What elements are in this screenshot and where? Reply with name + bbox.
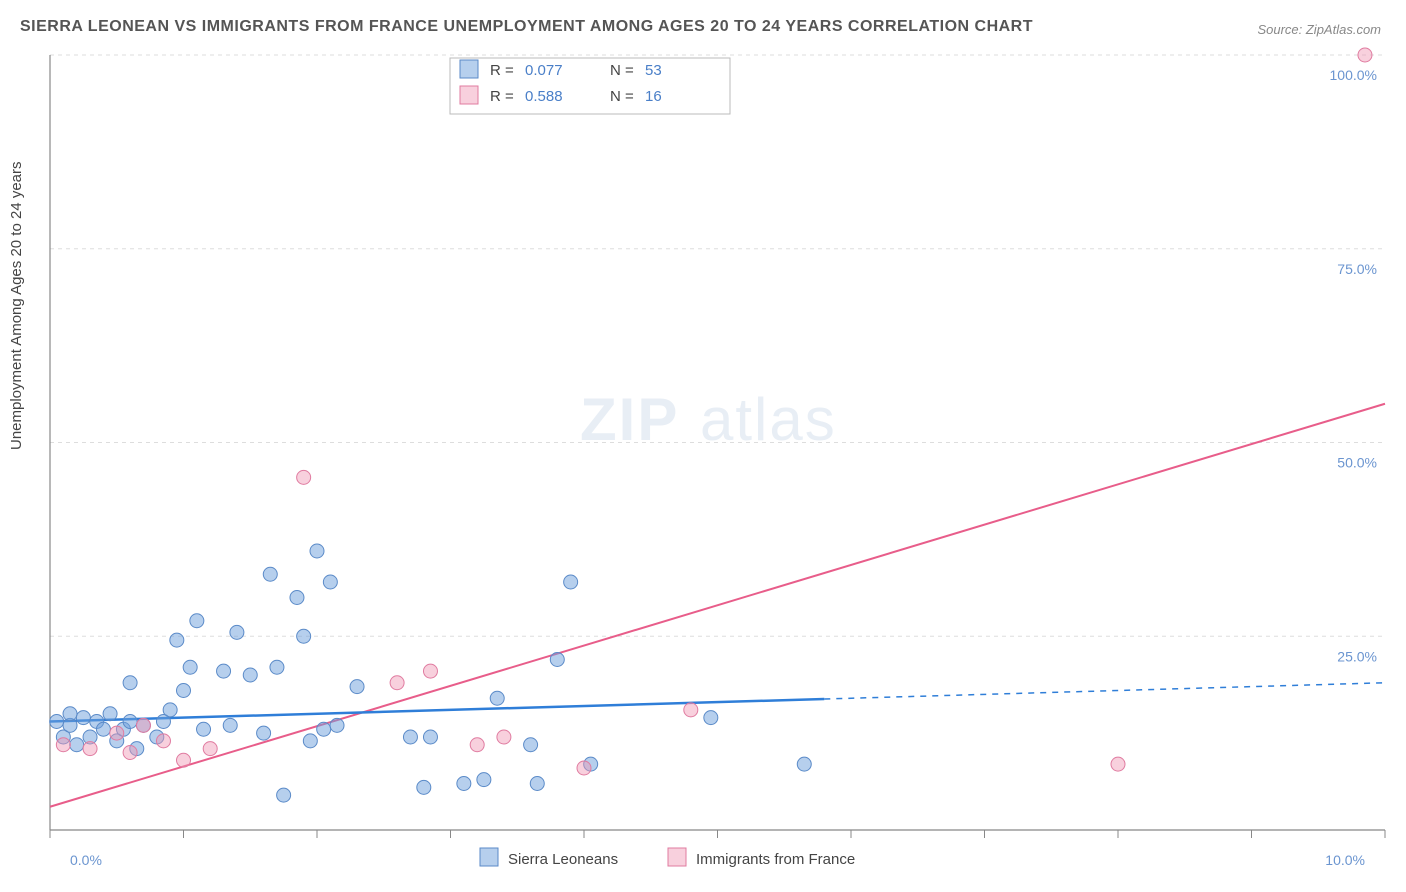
data-point-blue — [163, 703, 177, 717]
data-point-blue — [530, 777, 544, 791]
data-point-blue — [417, 780, 431, 794]
legend-n-label: N = — [610, 62, 634, 79]
data-point-blue — [230, 625, 244, 639]
legend-n-label: N = — [610, 88, 634, 105]
data-point-blue — [704, 711, 718, 725]
data-point-blue — [797, 757, 811, 771]
x-tick-label: 0.0% — [70, 852, 102, 868]
data-point-blue — [50, 715, 64, 729]
data-point-pink — [110, 726, 124, 740]
data-point-blue — [96, 722, 110, 736]
data-point-blue — [197, 722, 211, 736]
data-point-blue — [223, 718, 237, 732]
legend-r-label: R = — [490, 88, 514, 105]
data-point-pink — [136, 718, 150, 732]
y-tick-label: 25.0% — [1337, 648, 1377, 664]
data-point-pink — [56, 738, 70, 752]
data-point-blue — [170, 633, 184, 647]
bottom-legend-swatch — [480, 848, 498, 866]
x-tick-label: 10.0% — [1325, 852, 1365, 868]
data-point-blue — [350, 680, 364, 694]
data-point-blue — [290, 591, 304, 605]
data-point-pink — [1111, 757, 1125, 771]
data-point-blue — [550, 653, 564, 667]
data-point-pink — [1358, 48, 1372, 62]
data-point-pink — [123, 746, 137, 760]
legend-n-value: 53 — [645, 62, 662, 79]
data-point-blue — [76, 711, 90, 725]
data-point-pink — [470, 738, 484, 752]
legend-swatch — [460, 60, 478, 78]
data-point-blue — [123, 715, 137, 729]
trend-line-pink — [50, 404, 1385, 807]
data-point-blue — [257, 726, 271, 740]
data-point-pink — [497, 730, 511, 744]
y-tick-label: 100.0% — [1330, 67, 1377, 83]
data-point-blue — [457, 777, 471, 791]
data-point-blue — [423, 730, 437, 744]
data-point-blue — [317, 722, 331, 736]
y-tick-label: 50.0% — [1337, 455, 1377, 471]
data-point-blue — [564, 575, 578, 589]
data-point-blue — [70, 738, 84, 752]
data-point-blue — [524, 738, 538, 752]
data-point-blue — [270, 660, 284, 674]
data-point-blue — [243, 668, 257, 682]
legend-r-value: 0.588 — [525, 88, 563, 105]
data-point-blue — [263, 567, 277, 581]
y-tick-label: 75.0% — [1337, 261, 1377, 277]
data-point-pink — [177, 753, 191, 767]
data-point-blue — [63, 707, 77, 721]
data-point-pink — [83, 742, 97, 756]
data-point-pink — [203, 742, 217, 756]
data-point-pink — [684, 703, 698, 717]
correlation-chart-container: SIERRA LEONEAN VS IMMIGRANTS FROM FRANCE… — [0, 0, 1406, 892]
data-point-pink — [156, 734, 170, 748]
data-point-blue — [103, 707, 117, 721]
data-point-blue — [177, 684, 191, 698]
data-point-pink — [297, 470, 311, 484]
data-point-pink — [423, 664, 437, 678]
data-point-blue — [190, 614, 204, 628]
data-point-blue — [477, 773, 491, 787]
data-point-blue — [490, 691, 504, 705]
chart-svg: ZIPatlas25.0%50.0%75.0%100.0%0.0%10.0%R … — [0, 0, 1406, 892]
data-point-blue — [403, 730, 417, 744]
data-point-blue — [323, 575, 337, 589]
bottom-legend-label: Sierra Leoneans — [508, 851, 618, 868]
data-point-blue — [330, 718, 344, 732]
bottom-legend-swatch — [668, 848, 686, 866]
legend-r-value: 0.077 — [525, 62, 563, 79]
data-point-blue — [217, 664, 231, 678]
data-point-blue — [183, 660, 197, 674]
trend-line-blue-dash — [824, 683, 1385, 699]
legend-r-label: R = — [490, 62, 514, 79]
data-point-pink — [577, 761, 591, 775]
legend-swatch — [460, 86, 478, 104]
data-point-blue — [310, 544, 324, 558]
watermark-atlas: atlas — [700, 386, 837, 453]
data-point-blue — [123, 676, 137, 690]
data-point-pink — [390, 676, 404, 690]
data-point-blue — [277, 788, 291, 802]
data-point-blue — [297, 629, 311, 643]
data-point-blue — [303, 734, 317, 748]
legend-n-value: 16 — [645, 88, 662, 105]
bottom-legend-label: Immigrants from France — [696, 851, 855, 868]
